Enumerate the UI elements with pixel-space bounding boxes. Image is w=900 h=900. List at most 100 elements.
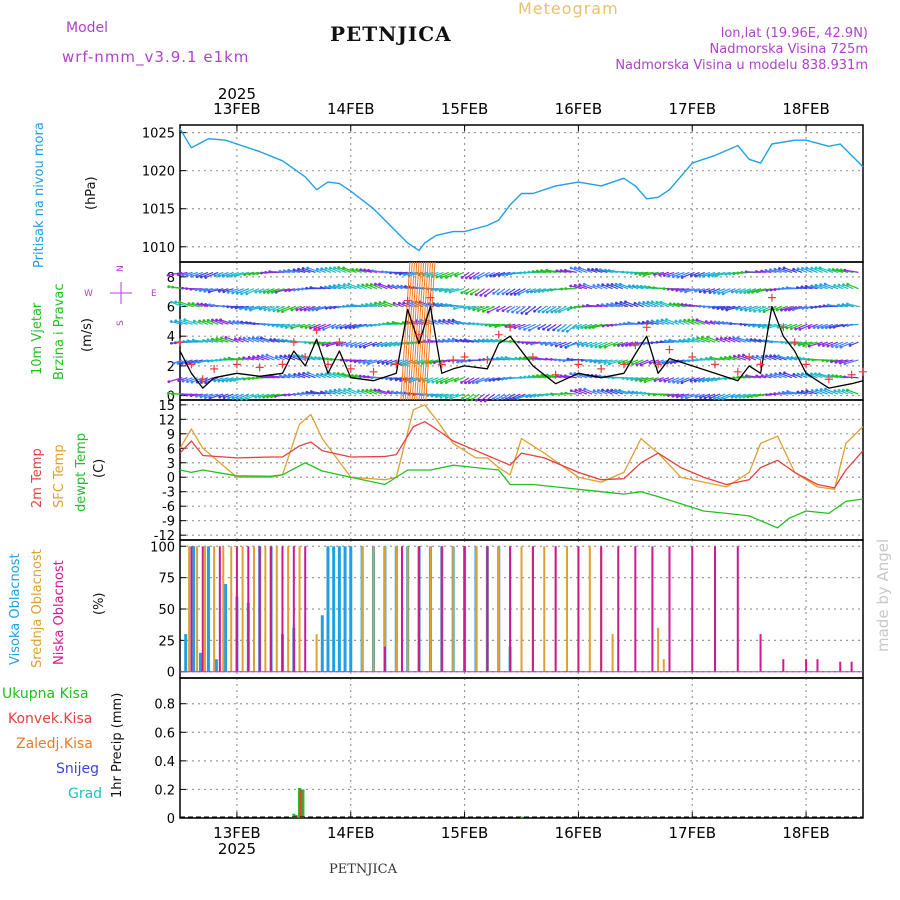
high-cloud-bar <box>214 659 218 672</box>
mid-cloud-bar <box>497 546 500 672</box>
ytick-label-temp-4: 0 <box>167 471 175 486</box>
low-cloud-bar <box>218 546 221 672</box>
low-cloud-bar <box>634 546 637 672</box>
low-cloud-bar <box>190 546 193 672</box>
mid-cloud-bar <box>188 546 191 672</box>
low-cloud-bar <box>554 546 557 672</box>
ytick-label-temp-8: 12 <box>158 413 175 428</box>
low-cloud-bar <box>201 546 204 672</box>
compass-east: E <box>151 289 157 299</box>
low-cloud-bar <box>691 546 694 672</box>
mid-cloud-bar <box>230 546 233 672</box>
low-cloud-bar <box>759 634 762 672</box>
ytick-label-cloud-3: 75 <box>158 572 175 587</box>
low-cloud-bar <box>463 546 466 672</box>
ytick-label-pressure-2: 1020 <box>142 165 175 180</box>
low-cloud-bar <box>816 659 819 672</box>
mid-cloud-bar <box>395 546 398 672</box>
low-cloud-bar <box>651 546 654 672</box>
ytick-label-temp-3: -3 <box>162 486 175 501</box>
top-day-label-4: 17FEB <box>669 100 716 118</box>
panel-frame-temp <box>179 399 864 541</box>
low-cloud-bar <box>577 546 580 672</box>
low-cloud-bar <box>281 546 284 672</box>
model-label: Model <box>66 20 109 36</box>
low-cloud-bar <box>668 546 671 672</box>
cloud-series-2 <box>190 546 853 672</box>
low-cloud-bar <box>486 546 489 672</box>
ytick-label-pressure-0: 1010 <box>142 241 175 256</box>
precip-legend-frz: Zaledj.Kisa <box>16 736 93 752</box>
panel-frame-precip <box>179 677 864 819</box>
wind-speed-line <box>179 305 864 389</box>
panel-frame-wind <box>179 261 864 401</box>
high-cloud-bar <box>184 634 188 672</box>
ytick-label-pressure-3: 1025 <box>142 127 175 142</box>
bottom-day-label-5: 18FEB <box>782 824 829 842</box>
high-cloud-bar <box>192 546 196 672</box>
ytick-label-wind-0: 0 <box>167 390 175 405</box>
mid-cloud-bar <box>566 546 569 672</box>
low-cloud-bar <box>400 546 403 672</box>
compass-west: W <box>84 289 93 299</box>
wind-gust-marks <box>176 293 867 384</box>
product-title: Meteogram <box>518 0 619 18</box>
mid-cloud-bar <box>275 546 278 672</box>
ytick-label-cloud-1: 25 <box>158 634 175 649</box>
precip-total-bar <box>301 789 305 818</box>
low-cloud-bar <box>805 659 808 672</box>
ytick-label-temp-1: -9 <box>162 515 175 530</box>
mid-cloud-bar <box>264 546 267 672</box>
low-cloud-bar <box>235 546 238 672</box>
high-cloud-bar <box>343 546 347 672</box>
ytick-label-temp-5: 3 <box>167 457 175 472</box>
low-cloud-bar <box>304 546 307 672</box>
high-cloud-bar <box>337 546 341 672</box>
mid-cloud-bar <box>588 546 591 672</box>
ytick-label-precip-2: 0.4 <box>154 755 175 770</box>
low-cloud-bar <box>383 646 386 672</box>
top-year-label: 2025 <box>218 85 256 103</box>
mid-cloud-bar <box>196 546 199 672</box>
sfc-temp-line <box>179 404 864 490</box>
low-cloud-bar <box>247 546 250 672</box>
ytick-label-wind-4: 8 <box>167 271 175 286</box>
high-cloud-bar <box>332 546 336 672</box>
mid-cloud-bar <box>315 634 318 672</box>
model-elevation-label: Nadmorska Visina u modelu 838.931m <box>615 58 868 73</box>
ytick-label-precip-4: 0.8 <box>154 698 175 713</box>
wind-arrows <box>166 266 859 403</box>
mid-cloud-bar <box>204 546 207 672</box>
low-cloud-bar <box>270 546 273 672</box>
low-cloud-bar <box>258 546 261 672</box>
ytick-label-wind-3: 6 <box>167 301 175 316</box>
low-cloud-bar <box>782 659 785 672</box>
mid-cloud-bar <box>611 634 614 672</box>
mid-cloud-bar <box>543 546 546 672</box>
ytick-label-cloud-2: 50 <box>158 603 175 618</box>
ytick-label-temp-9: 15 <box>158 399 175 414</box>
low-cloud-bar <box>600 546 603 672</box>
bottom-day-label-3: 16FEB <box>555 824 602 842</box>
precip-total-bar <box>520 816 523 818</box>
top-day-label-2: 15FEB <box>441 100 488 118</box>
mid-cloud-bar <box>372 546 375 672</box>
ytick-label-temp-2: -6 <box>162 500 175 515</box>
low-cloud-bar <box>440 546 443 672</box>
mid-cloud-bar <box>361 546 364 672</box>
coords-label: lon,lat (19.96E, 42.9N) <box>720 26 868 41</box>
high-cloud-bar <box>326 546 330 672</box>
low-cloud-bar <box>617 546 620 672</box>
ytick-label-precip-0: 0 <box>167 812 175 827</box>
mid-cloud-bar <box>452 546 455 672</box>
wind-strong-band <box>400 261 436 401</box>
precip-series-0 <box>292 788 649 818</box>
mid-cloud-bar <box>252 546 255 672</box>
top-day-label-1: 14FEB <box>327 100 374 118</box>
high-cloud-bar <box>224 583 228 672</box>
bottom-day-label-2: 15FEB <box>441 824 488 842</box>
precip-legend-conv: Konvek.Kisa <box>8 711 93 727</box>
precip-legend-total: Ukupna Kisa <box>2 686 89 702</box>
ytick-label-cloud-4: 100 <box>150 540 175 555</box>
